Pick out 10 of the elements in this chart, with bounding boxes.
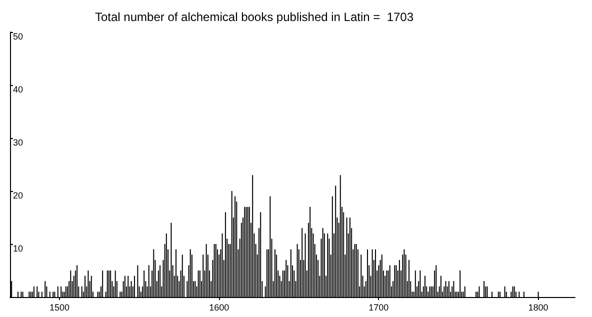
y-tick-label: 50 [13, 32, 24, 42]
chart-title: Total number of alchemical books published in Latin = 1703 [95, 10, 414, 24]
y-tick-label: 20 [13, 190, 24, 200]
x-tick-label: 1700 [368, 302, 389, 312]
y-tick-label: 30 [13, 138, 24, 148]
y-tick-label: 10 [13, 244, 24, 254]
x-tick-label: 1800 [528, 302, 548, 312]
x-tick-label: 1500 [49, 302, 70, 312]
y-tick-label: 40 [13, 84, 24, 94]
x-tick-label: 1600 [209, 302, 230, 312]
